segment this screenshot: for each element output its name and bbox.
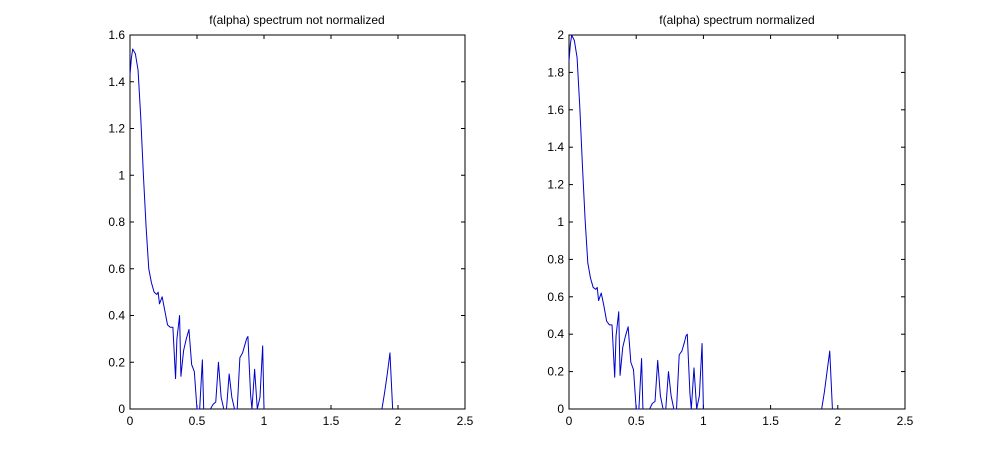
x-tick-label: 0.5 bbox=[628, 414, 645, 428]
y-tick-label: 0.2 bbox=[108, 355, 125, 369]
y-tick-label: 1.8 bbox=[547, 65, 564, 79]
y-tick-label: 1.4 bbox=[547, 140, 564, 154]
y-tick-label: 2 bbox=[557, 28, 564, 42]
axes-box bbox=[129, 34, 466, 410]
y-tick-label: 1.6 bbox=[547, 103, 564, 117]
y-tick-label: 1 bbox=[557, 215, 564, 229]
x-tick-label: 2 bbox=[834, 414, 841, 428]
y-tick-label: 1.6 bbox=[108, 28, 125, 42]
plot-normalized: f(alpha) spectrum normalized 0 0.5 1 1.5 2 2.… bbox=[547, 13, 913, 428]
y-tick-label: 0.2 bbox=[547, 365, 564, 379]
y-tick-label: 0.4 bbox=[108, 309, 125, 323]
y-tick-label: 0.6 bbox=[108, 262, 125, 276]
x-tick-label: 1 bbox=[261, 414, 268, 428]
y-tick-label: 1.2 bbox=[547, 178, 564, 192]
series-line-segment bbox=[209, 361, 225, 410]
plot-not-normalized: f(alpha) spectrum not normalized 0 0.5 1 1.… bbox=[108, 13, 473, 428]
y-tick-label: 0.8 bbox=[108, 215, 125, 229]
series-line-segment bbox=[821, 350, 833, 410]
x-tick-label: 0 bbox=[127, 414, 134, 428]
y-tick-label: 0 bbox=[118, 402, 125, 416]
x-tick-label: 0.5 bbox=[189, 414, 206, 428]
y-tick-label: 1.2 bbox=[108, 122, 125, 136]
y-tick-label: 0.8 bbox=[547, 252, 564, 266]
x-tick-label: 2.5 bbox=[897, 414, 914, 428]
x-tick-label: 1 bbox=[700, 414, 707, 428]
series-line-segment bbox=[225, 336, 265, 410]
series-line-segment bbox=[665, 333, 704, 410]
y-tick-label: 0 bbox=[557, 402, 564, 416]
x-tick-label: 1.5 bbox=[762, 414, 779, 428]
x-tick-label: 2.5 bbox=[457, 414, 474, 428]
plot-title: f(alpha) spectrum normalized bbox=[659, 13, 814, 27]
y-tick-label: 1.4 bbox=[108, 75, 125, 89]
y-tick-label: 1 bbox=[118, 168, 125, 182]
plot-title: f(alpha) spectrum not normalized bbox=[209, 13, 384, 27]
x-tick-label: 1.5 bbox=[323, 414, 340, 428]
x-tick-label: 0 bbox=[566, 414, 573, 428]
y-tick-label: 0.4 bbox=[547, 327, 564, 341]
series-line-segment bbox=[649, 359, 664, 410]
series-line-segment bbox=[381, 352, 394, 410]
y-tick-label: 0.6 bbox=[547, 290, 564, 304]
series-line-segment bbox=[568, 34, 644, 410]
x-tick-label: 2 bbox=[395, 414, 402, 428]
series-line-segment bbox=[129, 48, 205, 410]
